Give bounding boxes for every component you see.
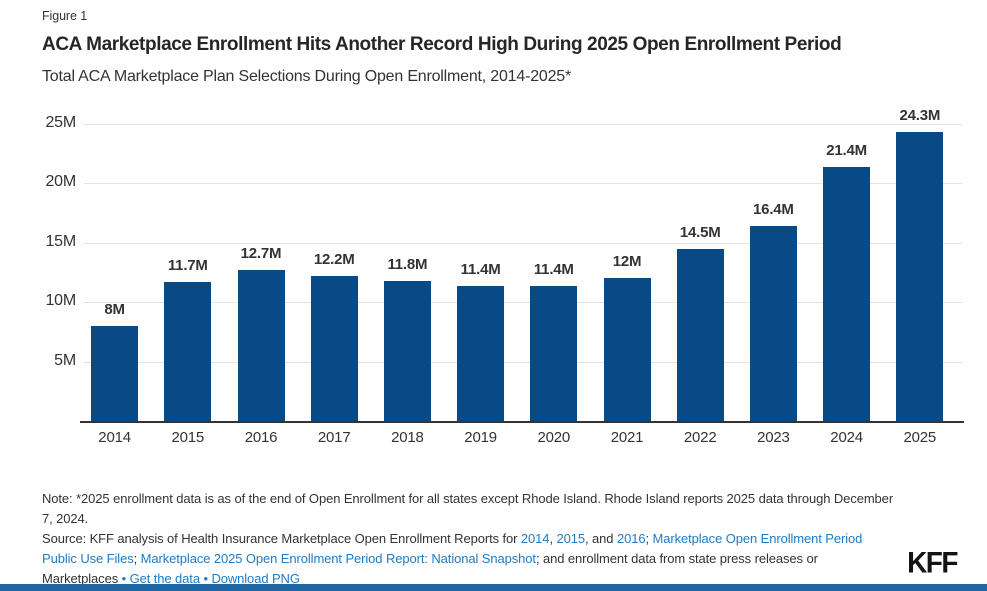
x-axis-line <box>80 421 964 423</box>
x-tick-label-2024: 2024 <box>830 429 863 446</box>
x-tick-label-2021: 2021 <box>610 429 644 446</box>
note-text: Note: *2025 enrollment data is as of the… <box>42 491 894 526</box>
kff-logo: KFF <box>907 546 958 579</box>
bar-value-label: 12.7M <box>240 245 282 263</box>
x-tick-label-2019: 2019 <box>464 429 497 446</box>
gridline-25M <box>84 124 963 125</box>
y-tick-label: 15M <box>45 232 76 250</box>
bar-value-label: 24.3M <box>899 107 941 125</box>
source-text: Source: KFF analysis of Health Insurance… <box>42 529 888 589</box>
source-text-run: ; <box>133 551 141 566</box>
source-text-run: , and <box>585 531 617 546</box>
bar-2021 <box>603 278 651 421</box>
gridline-20M <box>84 183 963 185</box>
source-link[interactable]: 2015 <box>556 531 585 546</box>
source-text-run: , <box>549 531 557 546</box>
x-tick-label-2018: 2018 <box>391 429 424 446</box>
bar-value-label: 11.4M <box>460 260 501 278</box>
source-text-run: ; <box>645 531 653 546</box>
source-text-run: Source: KFF analysis of Health Insurance… <box>42 531 521 546</box>
y-tick-label: 5M <box>54 351 76 369</box>
x-tick-label-2016: 2016 <box>244 429 278 446</box>
bar-value-label: 12M <box>612 253 642 271</box>
source-link[interactable]: 2014 <box>520 531 550 546</box>
x-tick-label-2020: 2020 <box>537 429 571 446</box>
x-tick-label-2025: 2025 <box>903 429 937 446</box>
x-tick-label-2014: 2014 <box>98 429 131 446</box>
source-link[interactable]: Download PNG <box>211 571 300 586</box>
bar-2022 <box>676 248 724 421</box>
bar-value-label: 12.2M <box>313 251 355 269</box>
bar-value-label: 21.4M <box>826 141 867 159</box>
bar-2019 <box>457 285 505 421</box>
bar-2023 <box>749 226 797 421</box>
source-link[interactable]: Get the data <box>129 571 200 586</box>
bar-2024 <box>823 166 871 421</box>
y-tick-label: 25M <box>45 114 76 131</box>
figure-label: Figure 1 <box>42 9 88 23</box>
bar-2014 <box>91 325 139 421</box>
bar-2025 <box>896 132 944 421</box>
bar-value-label: 11.7M <box>167 257 208 274</box>
x-tick-label-2023: 2023 <box>757 429 790 446</box>
x-tick-label-2015: 2015 <box>171 429 205 446</box>
page-title: ACA Marketplace Enrollment Hits Another … <box>42 34 842 55</box>
y-tick-label: 10M <box>45 292 76 310</box>
bar-2015 <box>164 282 212 421</box>
bar-value-label: 11.4M <box>533 260 574 278</box>
chart-subtitle: Total ACA Marketplace Plan Selections Du… <box>42 68 572 85</box>
separator-bullet: • <box>121 571 130 586</box>
source-link[interactable]: 2016 <box>616 531 646 546</box>
x-tick-label-2022: 2022 <box>683 429 717 446</box>
source-link[interactable]: Marketplace Open Enrollment Period Publi… <box>42 531 863 566</box>
bar-2018 <box>383 280 431 421</box>
bar-value-label: 8M <box>104 300 125 318</box>
source-text-run: ; and enrollment data from state press r… <box>42 551 818 586</box>
x-tick-label-2017: 2017 <box>317 429 351 446</box>
bar-value-label: 14.5M <box>679 223 721 241</box>
gridline-10M <box>84 302 963 304</box>
gridline-15M <box>84 242 963 244</box>
separator-bullet: • <box>199 571 212 586</box>
bar-chart: 5M 10M 15M 20M 25M 8M 11.7M 12.7M 12.2M 11.8M 11.… <box>45 107 964 446</box>
y-tick-label: 20M <box>45 173 76 191</box>
bar-2017 <box>310 276 358 421</box>
gridline-5M <box>84 361 963 363</box>
source-link[interactable]: Marketplace 2025 Open Enrollment Period … <box>140 551 536 566</box>
bar-value-label: 16.4M <box>753 201 794 219</box>
bar-2020 <box>530 285 578 421</box>
brand-footer-bar <box>0 584 987 591</box>
bar-value-label: 11.8M <box>387 255 428 273</box>
bar-2016 <box>237 270 285 421</box>
